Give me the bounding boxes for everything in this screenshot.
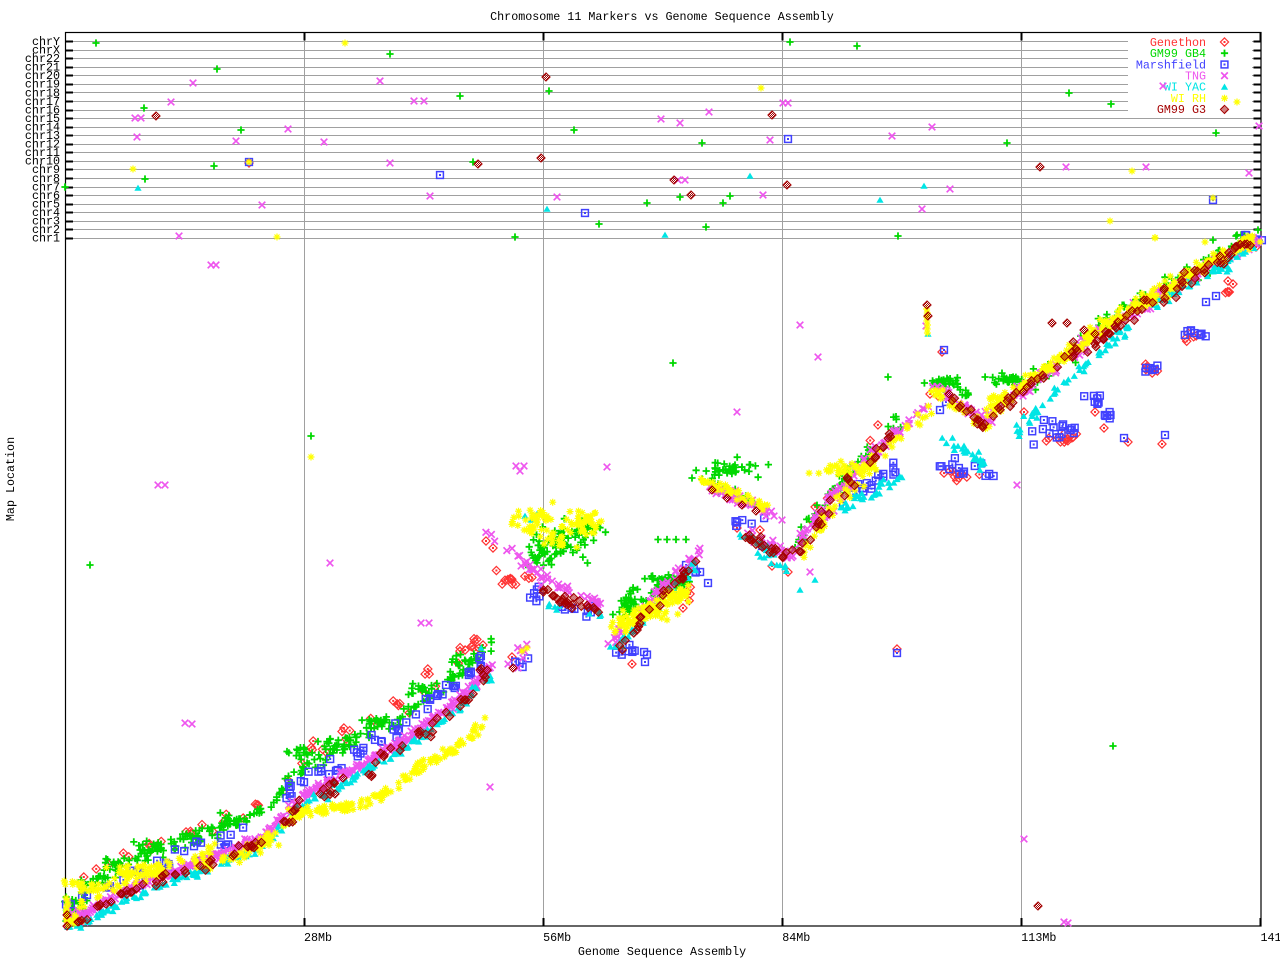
svg-text:chr9: chr9: [32, 163, 60, 177]
svg-text:chr5: chr5: [32, 197, 60, 211]
svg-text:chrX: chrX: [32, 44, 60, 58]
svg-text:chr15: chr15: [25, 112, 60, 126]
svg-text:113Mb: 113Mb: [1021, 931, 1056, 945]
svg-text:chr21: chr21: [25, 61, 60, 75]
svg-text:chr6: chr6: [32, 189, 60, 203]
svg-text:chr2: chr2: [32, 223, 60, 237]
svg-text:GM99 GB4: GM99 GB4: [1150, 47, 1206, 61]
svg-text:Map Location: Map Location: [4, 437, 18, 521]
svg-text:chr11: chr11: [25, 146, 60, 160]
svg-text:chr18: chr18: [25, 86, 60, 100]
svg-text:84Mb: 84Mb: [782, 931, 810, 945]
svg-text:chr8: chr8: [32, 172, 60, 186]
svg-text:chr20: chr20: [25, 69, 60, 83]
svg-text:WI YAC: WI YAC: [1164, 81, 1206, 95]
svg-text:chr1: chr1: [32, 232, 60, 246]
svg-text:Chromosome 11 Markers vs Genom: Chromosome 11 Markers vs Genome Sequence…: [490, 10, 834, 24]
svg-text:56Mb: 56Mb: [543, 931, 571, 945]
svg-text:chr19: chr19: [25, 78, 60, 92]
svg-text:chrY: chrY: [32, 35, 60, 49]
svg-text:Marshfield: Marshfield: [1136, 58, 1206, 72]
svg-text:chr13: chr13: [25, 129, 60, 143]
svg-text:Genethon: Genethon: [1150, 36, 1206, 50]
svg-text:141Mb: 141Mb: [1261, 931, 1280, 945]
svg-text:TNG: TNG: [1185, 70, 1206, 84]
svg-text:GM99 G3: GM99 G3: [1157, 103, 1206, 117]
svg-text:chr22: chr22: [25, 52, 60, 66]
svg-text:chr17: chr17: [25, 95, 60, 109]
svg-text:Genome Sequence Assembly: Genome Sequence Assembly: [578, 945, 746, 959]
svg-text:chr12: chr12: [25, 138, 60, 152]
svg-text:chr16: chr16: [25, 103, 60, 117]
svg-text:chr7: chr7: [32, 180, 60, 194]
svg-text:WI RH: WI RH: [1171, 92, 1206, 106]
svg-text:28Mb: 28Mb: [304, 931, 332, 945]
svg-text:chr10: chr10: [25, 155, 60, 169]
svg-text:chr14: chr14: [25, 121, 60, 135]
svg-text:chr4: chr4: [32, 206, 60, 220]
svg-text:chr3: chr3: [32, 215, 60, 229]
